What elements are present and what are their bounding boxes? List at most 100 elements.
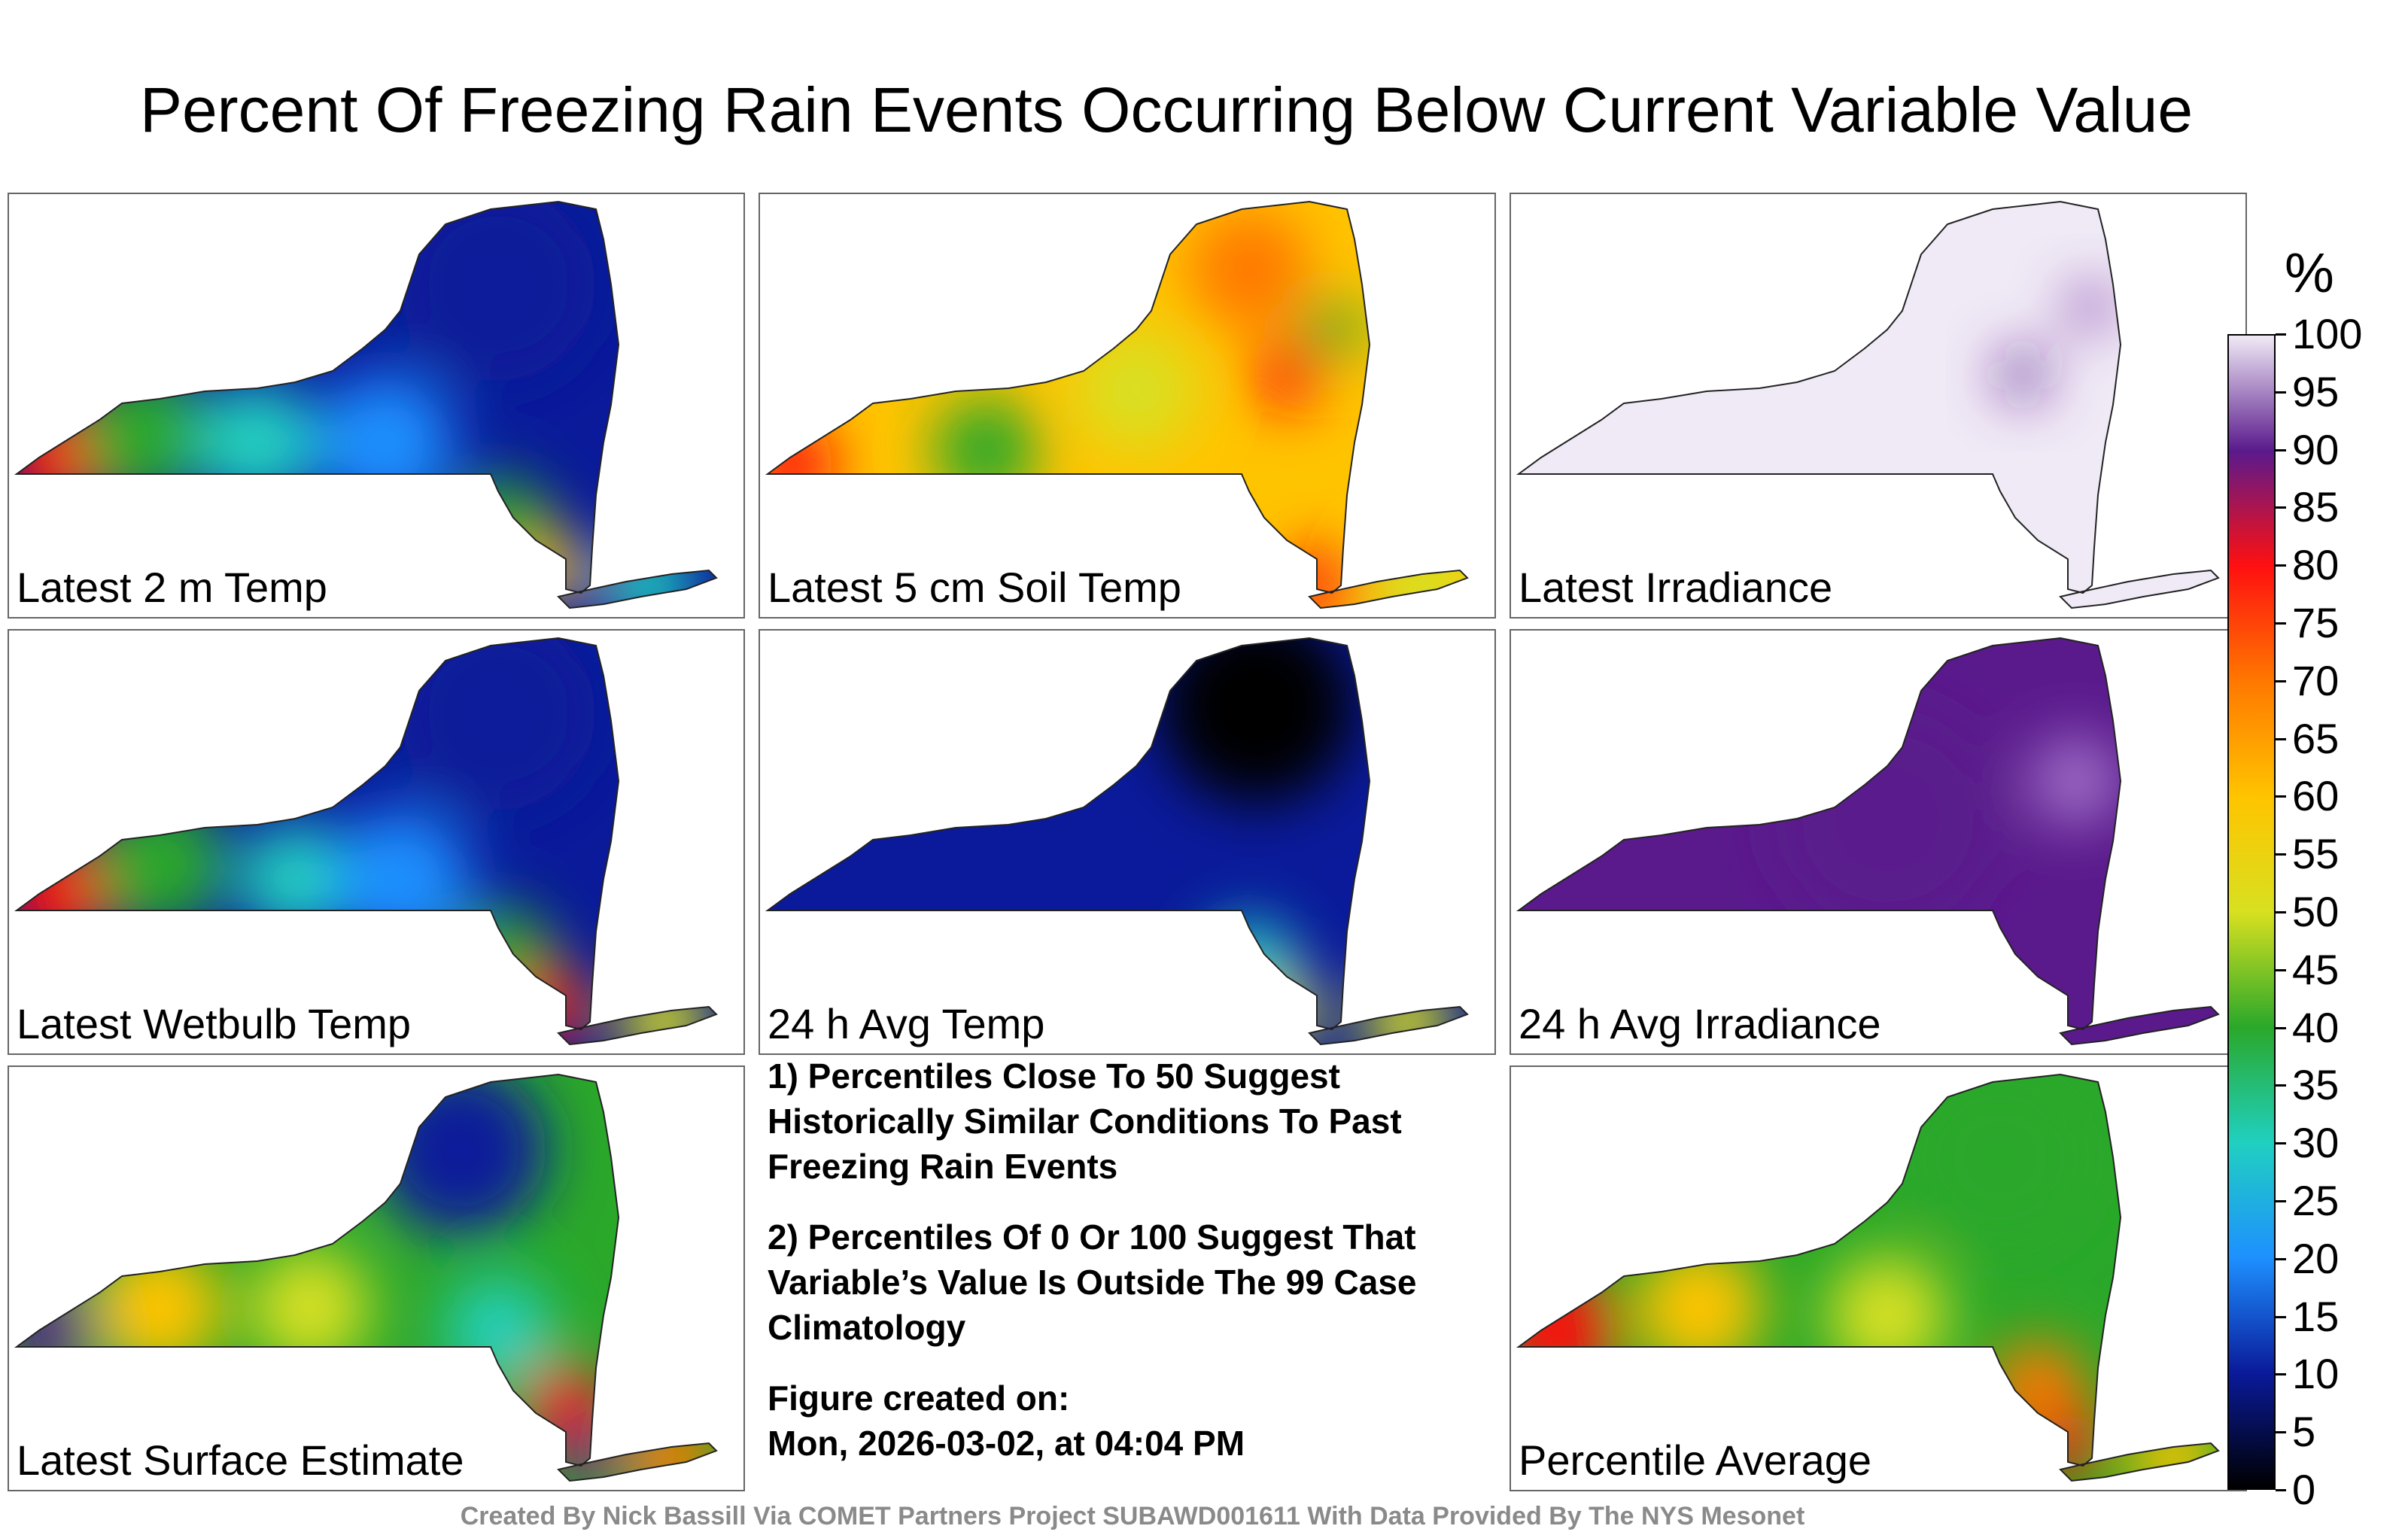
colorbar-tick-mark xyxy=(2276,737,2286,740)
state-outline xyxy=(14,200,620,594)
colorbar-gradient xyxy=(2229,336,2274,1488)
state-fill xyxy=(17,638,716,1044)
colorbar-tick-mark xyxy=(2276,448,2286,451)
state-outline xyxy=(765,637,1371,1031)
state-fill xyxy=(1519,638,2218,1044)
ny-map xyxy=(1516,1073,2220,1482)
note-2: 2) Percentiles Of 0 Or 100 Suggest That … xyxy=(768,1217,1417,1347)
notes-block: 1) Percentiles Close To 50 Suggest Histo… xyxy=(768,1053,1490,1466)
shaded-region xyxy=(1076,330,1196,450)
colorbar-tick-mark xyxy=(2276,1431,2286,1434)
colorbar-tick-label: 30 xyxy=(2292,1119,2340,1167)
shaded-region xyxy=(318,375,453,510)
panel-label: Percentile Average xyxy=(1519,1436,1872,1484)
shaded-region xyxy=(400,202,596,382)
created-label: Figure created on: xyxy=(768,1378,1070,1418)
panel-24h-avg-irradiance: 24 h Avg Irradiance xyxy=(1510,629,2247,1055)
ny-map xyxy=(1516,200,2220,609)
colorbar-tick-mark xyxy=(2276,1373,2286,1376)
colorbar-tick-mark xyxy=(2276,333,2286,336)
state-fill xyxy=(1519,202,2218,608)
colorbar-tick-label: 0 xyxy=(2292,1466,2316,1513)
shaded-region xyxy=(517,536,585,604)
colorbar-tick-label: 65 xyxy=(2292,714,2340,762)
shaded-region xyxy=(400,638,596,811)
colorbar-tick-mark xyxy=(2276,795,2286,798)
state-outline xyxy=(765,200,1371,594)
shaded-region xyxy=(933,397,1038,503)
shaded-region xyxy=(442,476,555,589)
state-fill xyxy=(768,638,1467,1044)
state-outline xyxy=(14,637,620,1031)
figure-title: Percent Of Freezing Rain Events Occurrin… xyxy=(139,74,2194,145)
panel-24h-avg-temp: 24 h Avg Temp xyxy=(759,629,1496,1055)
colorbar-tick-label: 50 xyxy=(2292,888,2340,935)
colorbar-tick-label: 40 xyxy=(2292,1003,2340,1051)
colorbar-tick-label: 75 xyxy=(2292,599,2340,646)
state-fill xyxy=(768,202,1467,608)
shaded-region xyxy=(333,811,468,947)
colorbar-tick-mark xyxy=(2276,911,2286,913)
ny-map xyxy=(765,637,1469,1046)
colorbar-tick-mark xyxy=(2276,1257,2286,1260)
colorbar-tick-mark xyxy=(2276,853,2286,856)
shaded-region xyxy=(2000,352,2045,397)
state-fill xyxy=(17,1074,716,1481)
shaded-region xyxy=(1189,209,1309,330)
panel-label: Latest 2 m Temp xyxy=(17,564,327,611)
state-outline xyxy=(1516,1073,2122,1467)
ny-map xyxy=(14,200,718,609)
shaded-region xyxy=(1914,1074,2087,1244)
shaded-region xyxy=(239,822,351,935)
colorbar-tick-label: 15 xyxy=(2292,1292,2340,1340)
panel-label: Latest Irradiance xyxy=(1519,564,1833,611)
colorbar-tick-label: 95 xyxy=(2292,367,2340,415)
state-outline xyxy=(1516,637,2122,1031)
colorbar-tick-label: 100 xyxy=(2292,310,2363,357)
colorbar-tick-label: 60 xyxy=(2292,772,2340,820)
panel-latest-2m-temp: Latest 2 m Temp xyxy=(8,193,745,619)
shaded-region xyxy=(2030,736,2121,826)
colorbar-tick-mark xyxy=(2276,1315,2286,1318)
colorbar-tick-mark xyxy=(2276,1200,2286,1202)
panel-label: Latest Wetbulb Temp xyxy=(17,1000,412,1047)
panel-label: 24 h Avg Irradiance xyxy=(1519,1000,1881,1047)
panel-latest-irradiance: Latest Irradiance xyxy=(1510,193,2247,619)
colorbar-tick-mark xyxy=(2276,1142,2286,1145)
state-outline xyxy=(2059,1005,2220,1046)
shaded-region xyxy=(513,969,588,1044)
colorbar-tick-mark xyxy=(2276,1026,2286,1029)
shaded-region xyxy=(1200,920,1298,1018)
note-1: 1) Percentiles Close To 50 Suggest Histo… xyxy=(768,1056,1402,1186)
colorbar-tick-mark xyxy=(2276,622,2286,625)
credit-line: Created By Nick Bassill Via COMET Partne… xyxy=(460,1502,1805,1530)
state-outline xyxy=(1516,200,2122,594)
created-date: Mon, 2026-03-02, at 04:04 PM xyxy=(768,1424,1245,1463)
colorbar-tick-mark xyxy=(2276,564,2286,567)
shaded-region xyxy=(77,367,212,503)
colorbar-tick-mark xyxy=(2276,1084,2286,1087)
shaded-region xyxy=(1827,1255,1947,1375)
state-fill xyxy=(17,202,716,608)
panel-label: Latest 5 cm Soil Temp xyxy=(768,564,1181,611)
state-outline xyxy=(2059,1442,2220,1482)
ny-map xyxy=(765,200,1469,609)
colorbar-tick-label: 45 xyxy=(2292,945,2340,993)
colorbar-tick-label: 70 xyxy=(2292,656,2340,704)
panel-label: Latest Surface Estimate xyxy=(17,1436,464,1484)
shaded-region xyxy=(1370,533,1467,608)
shaded-region xyxy=(197,382,318,503)
ny-map xyxy=(14,637,718,1046)
colorbar-unit: % xyxy=(2285,242,2334,304)
shaded-region xyxy=(1362,977,1452,1044)
shaded-region xyxy=(250,1248,370,1368)
shaded-region xyxy=(1519,1270,1616,1391)
colorbar-tick-label: 10 xyxy=(2292,1350,2340,1398)
colorbar-tick-mark xyxy=(2276,391,2286,394)
shaded-region xyxy=(17,841,107,947)
ny-map xyxy=(14,1073,718,1482)
colorbar-tick-mark xyxy=(2276,1489,2286,1491)
panel-latest-soil-temp: Latest 5 cm Soil Temp xyxy=(759,193,1496,619)
colorbar-tick-label: 90 xyxy=(2292,425,2340,473)
shaded-region xyxy=(1774,706,2000,932)
